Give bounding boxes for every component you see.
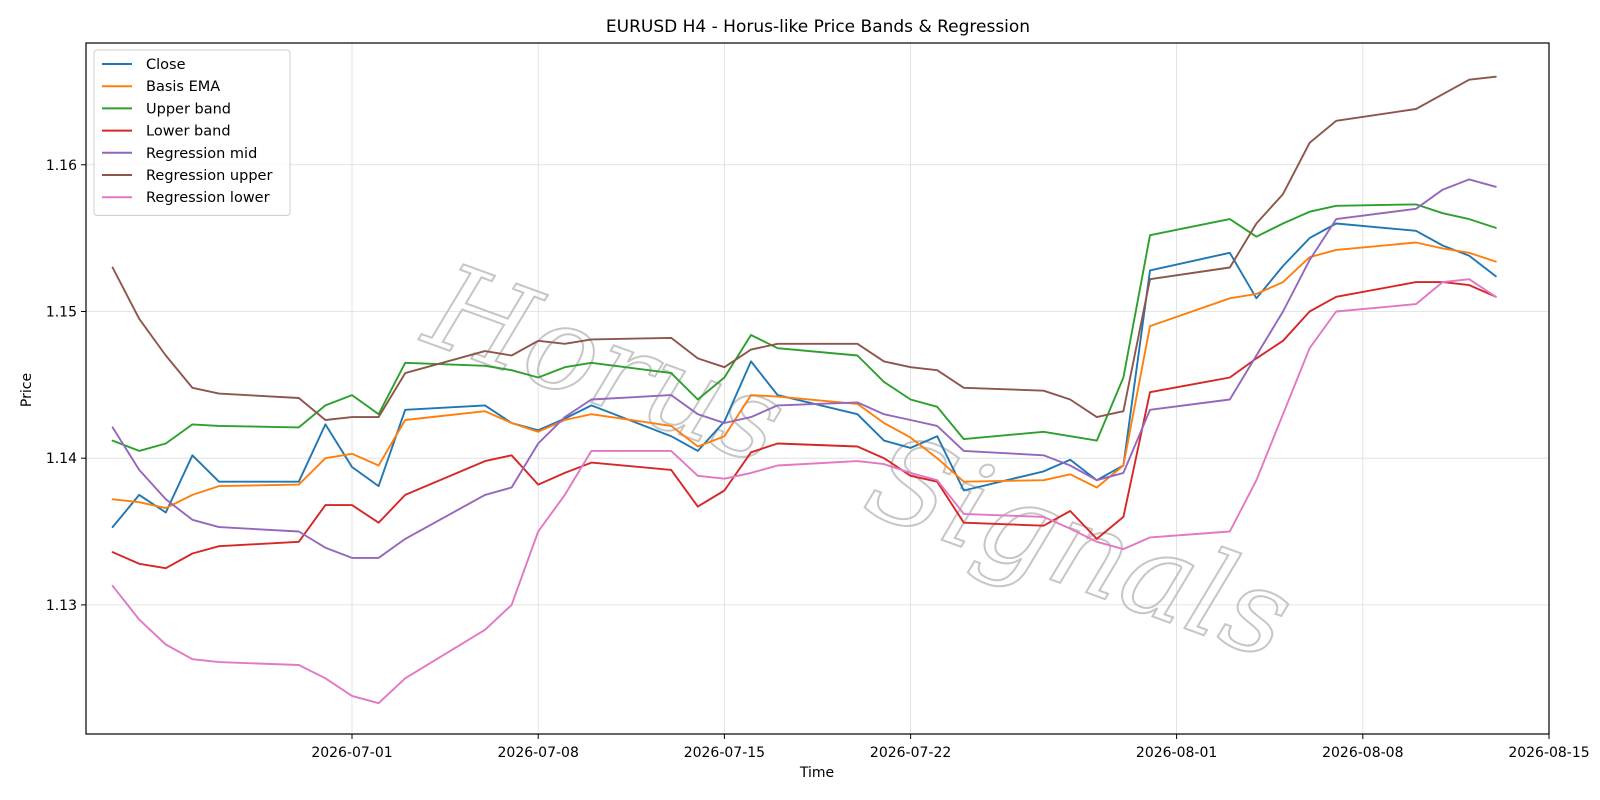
x-axis: 2026-07-01 2026-07-08 2026-07-15 2026-07-22… — [311, 734, 1590, 761]
x-tick-label: 2026-08-08 — [1322, 745, 1403, 761]
legend-label: Basis EMA — [146, 79, 220, 95]
legend-label: Close — [146, 57, 186, 73]
y-tick-label: 1.14 — [46, 451, 77, 467]
legend-label: Lower band — [146, 124, 231, 140]
x-axis-label: Time — [799, 765, 834, 781]
legend-label: Regression mid — [146, 146, 257, 162]
series-line-regression-lower — [111, 278, 1497, 705]
x-tick-label: 2026-07-22 — [870, 745, 951, 761]
x-tick-label: 2026-07-01 — [311, 745, 392, 761]
y-axis: 1.13 1.14 1.15 1.16 — [46, 158, 86, 614]
series-line-upper-band — [111, 203, 1497, 452]
legend-box — [93, 49, 291, 216]
y-tick-label: 1.15 — [46, 304, 77, 320]
x-tick-label: 2026-08-01 — [1136, 745, 1217, 761]
legend-label: Upper band — [146, 101, 231, 117]
legend-label: Regression lower — [146, 190, 270, 206]
x-tick-label: 2026-08-15 — [1508, 745, 1589, 761]
plot-frame — [85, 42, 1550, 735]
x-tick-label: 2026-07-08 — [498, 745, 579, 761]
y-axis-label: Price — [19, 373, 35, 407]
legend-label: Regression upper — [146, 168, 272, 184]
y-tick-label: 1.13 — [46, 598, 77, 614]
series-line-regression-upper — [111, 75, 1497, 421]
series-line-lower-band — [111, 281, 1497, 570]
x-tick-label: 2026-07-15 — [684, 745, 765, 761]
chart-title: EURUSD H4 - Horus-like Price Bands & Reg… — [606, 17, 1030, 37]
series-line-basis-ema — [111, 241, 1497, 510]
series-line-close — [111, 222, 1497, 529]
y-tick-label: 1.16 — [46, 158, 77, 174]
series-line-regression-mid — [111, 178, 1497, 559]
legend: Close Basis EMA Upper band Lower band Regres… — [93, 49, 291, 216]
series-lines — [111, 75, 1497, 705]
